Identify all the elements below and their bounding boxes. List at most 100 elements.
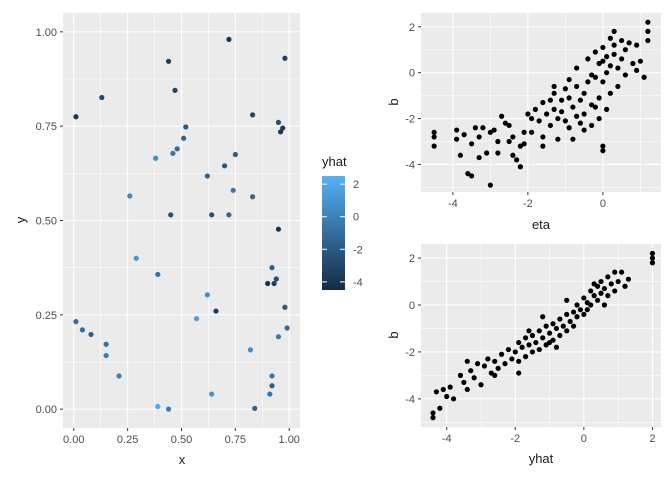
data-point bbox=[481, 363, 488, 369]
data-point bbox=[447, 384, 453, 390]
data-point bbox=[532, 106, 538, 112]
data-point bbox=[544, 111, 550, 117]
data-point bbox=[485, 356, 491, 362]
data-point bbox=[464, 386, 470, 393]
data-point bbox=[269, 383, 275, 389]
data-point bbox=[560, 323, 566, 329]
data-point bbox=[649, 260, 656, 266]
x-axis-title: x bbox=[179, 452, 186, 467]
data-point bbox=[566, 125, 572, 131]
data-point bbox=[271, 280, 277, 287]
data-point bbox=[165, 406, 172, 412]
main-scatter-panel: 0.00 0.25 0.50 0.75 1.00 0.00 0.25 0.50 0.75 1.00… bbox=[13, 13, 300, 467]
data-point bbox=[454, 136, 460, 142]
data-point bbox=[480, 125, 486, 131]
data-point bbox=[512, 349, 518, 355]
y-tick-label: -4 bbox=[405, 159, 415, 171]
data-point bbox=[506, 138, 512, 145]
data-point bbox=[209, 391, 215, 397]
data-point bbox=[116, 373, 122, 379]
data-point bbox=[509, 356, 515, 362]
data-point bbox=[170, 150, 176, 156]
data-point bbox=[540, 134, 546, 140]
data-point bbox=[589, 122, 595, 129]
legend-title: yhat bbox=[322, 154, 347, 169]
data-point bbox=[557, 332, 563, 339]
data-point bbox=[615, 83, 621, 90]
data-point bbox=[577, 307, 584, 313]
data-point bbox=[502, 120, 508, 126]
data-point bbox=[526, 342, 532, 348]
data-point bbox=[553, 344, 560, 350]
data-point bbox=[594, 297, 601, 303]
data-point bbox=[566, 95, 572, 101]
legend-tick-label: 2 bbox=[353, 179, 359, 191]
data-point bbox=[562, 118, 568, 124]
data-point bbox=[431, 134, 437, 140]
data-point bbox=[540, 99, 546, 106]
data-point bbox=[577, 97, 583, 103]
data-point bbox=[521, 141, 527, 147]
data-point bbox=[600, 44, 606, 51]
data-point bbox=[275, 119, 282, 126]
data-point bbox=[168, 212, 174, 218]
data-point bbox=[601, 302, 608, 308]
x-axis-title: eta bbox=[532, 217, 551, 232]
data-point bbox=[476, 134, 482, 140]
legend-tick-label: -2 bbox=[353, 244, 363, 256]
data-point bbox=[645, 28, 651, 34]
data-point bbox=[516, 358, 522, 364]
data-point bbox=[592, 104, 598, 110]
data-point bbox=[581, 127, 587, 133]
data-point bbox=[461, 132, 467, 138]
data-point bbox=[165, 58, 172, 64]
data-point bbox=[495, 138, 501, 145]
data-point bbox=[444, 393, 450, 400]
data-point bbox=[546, 330, 553, 336]
data-point bbox=[431, 129, 437, 135]
data-point bbox=[598, 290, 604, 296]
data-point bbox=[596, 95, 602, 101]
data-point bbox=[519, 344, 525, 350]
data-point bbox=[567, 318, 573, 325]
data-point bbox=[551, 83, 557, 90]
data-point bbox=[622, 72, 628, 78]
data-point bbox=[430, 415, 436, 421]
data-point bbox=[487, 129, 493, 135]
y-axis-title: y bbox=[13, 216, 28, 223]
data-point bbox=[155, 403, 161, 410]
data-point bbox=[265, 280, 271, 287]
data-point bbox=[589, 72, 595, 78]
data-point bbox=[440, 386, 446, 393]
data-point bbox=[570, 104, 576, 110]
data-point bbox=[478, 382, 484, 388]
x-tick-label: 0.00 bbox=[63, 434, 84, 446]
data-point bbox=[581, 311, 587, 317]
data-point bbox=[155, 271, 161, 278]
data-point bbox=[174, 146, 180, 152]
data-point bbox=[630, 60, 636, 67]
data-point bbox=[637, 58, 643, 64]
data-point bbox=[564, 328, 570, 334]
data-point bbox=[454, 127, 460, 133]
data-point bbox=[226, 36, 232, 43]
data-point bbox=[618, 269, 625, 275]
data-point bbox=[88, 331, 94, 338]
data-point bbox=[172, 87, 178, 93]
data-point bbox=[514, 157, 520, 163]
data-point bbox=[598, 278, 604, 285]
data-point bbox=[469, 173, 475, 179]
data-point bbox=[73, 114, 79, 120]
panel-background bbox=[421, 244, 661, 427]
y-tick-label: 0 bbox=[409, 68, 415, 80]
data-point bbox=[570, 323, 577, 329]
data-point bbox=[492, 372, 498, 378]
data-point bbox=[619, 56, 625, 62]
data-point bbox=[634, 42, 640, 48]
data-point bbox=[153, 155, 159, 161]
data-point bbox=[645, 37, 651, 44]
data-point bbox=[543, 323, 549, 329]
data-point bbox=[553, 325, 560, 332]
data-point bbox=[469, 141, 475, 147]
data-point bbox=[577, 120, 583, 126]
